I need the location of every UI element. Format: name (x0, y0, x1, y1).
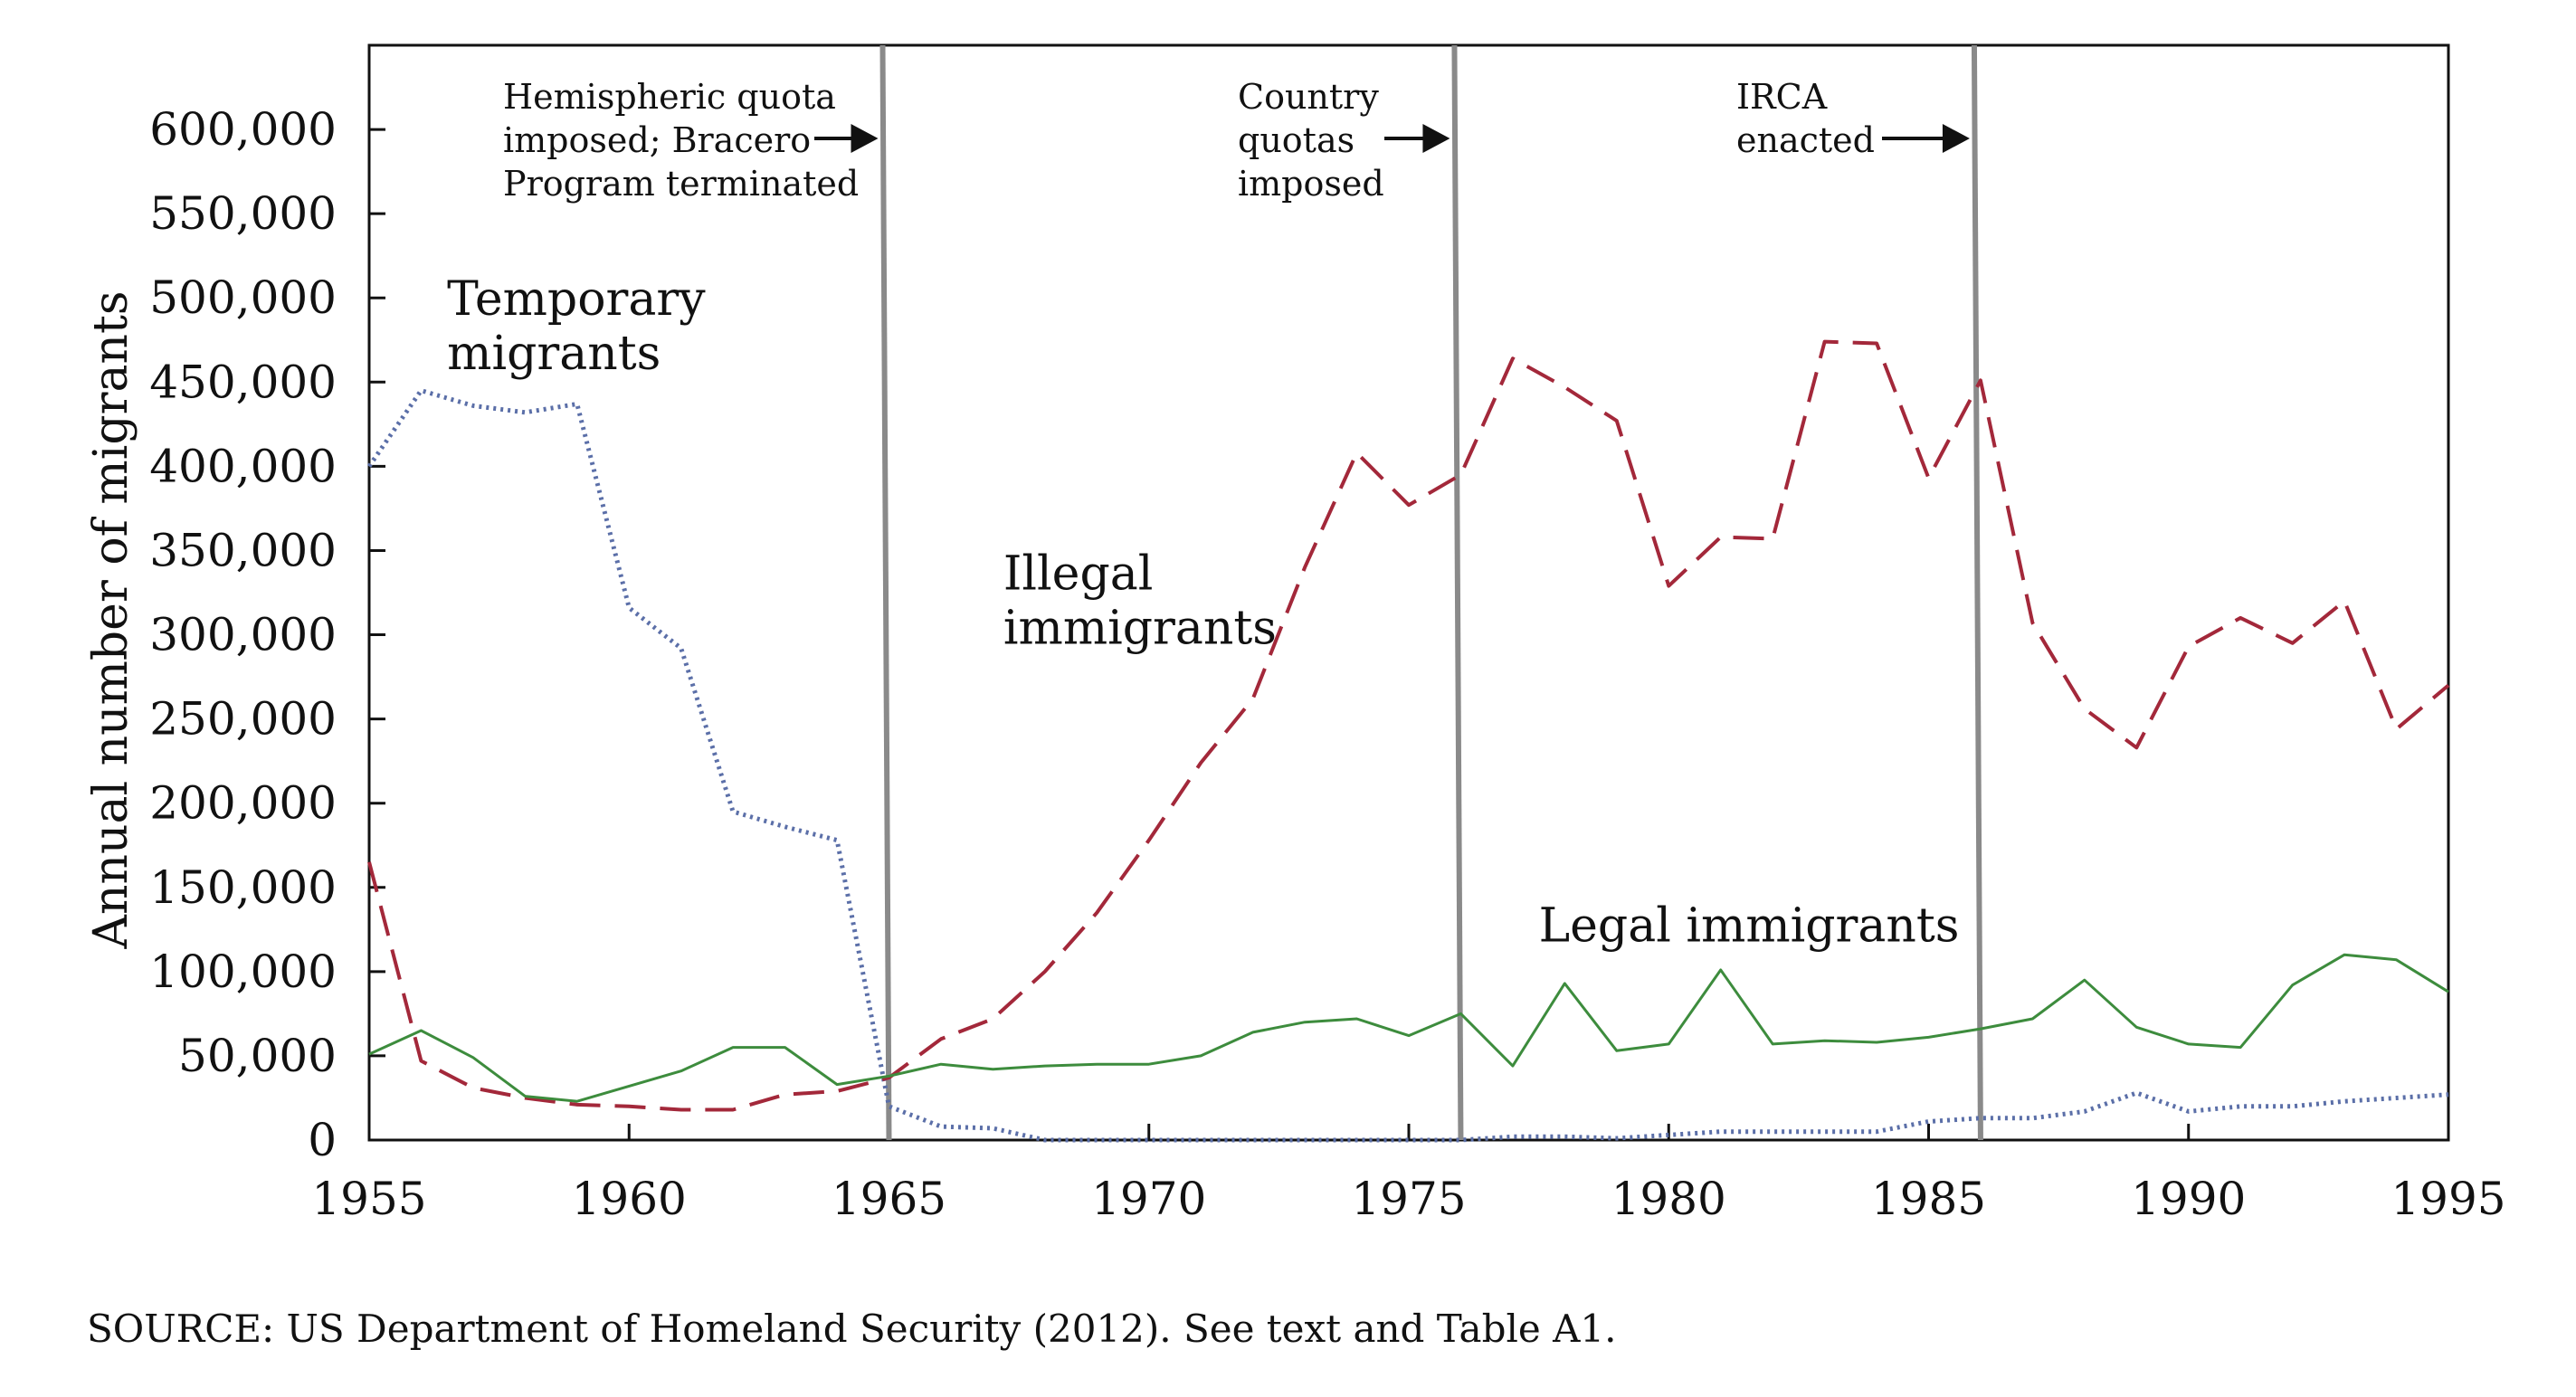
event-irca-arrowhead (1942, 124, 1970, 153)
event-hemispheric-quota-arrowhead (851, 124, 879, 153)
event-irca-label: IRCA (1736, 77, 1828, 117)
plot-frame (367, 43, 2450, 1142)
axes: 1955 1960 1965 1970 1975 1980 1985 1990 1995 0 50,… (84, 43, 2506, 1225)
series-label: immigrants (1003, 601, 1277, 655)
y-tick-label: 550,000 (149, 187, 337, 240)
series-lines (366, 339, 2450, 1143)
y-tick-label: 250,000 (149, 693, 337, 746)
event-country-quotas-arrowhead (1422, 124, 1450, 153)
x-tick-label: 1970 (1091, 1173, 1206, 1225)
y-tick-label: 400,000 (149, 440, 337, 492)
x-tick-label: 1975 (1351, 1173, 1466, 1225)
series-label: Legal immigrants (1539, 898, 1960, 953)
event-country-quotas-label: imposed (1238, 164, 1384, 204)
event-hemispheric-quota-label: imposed; Bracero (503, 120, 811, 160)
series-label: Temporary (447, 272, 706, 327)
y-axis-title: Annual number of migrants (84, 290, 138, 949)
x-tick-label: 1990 (2131, 1173, 2246, 1225)
event-country-quotas-line (1451, 44, 1464, 1141)
x-tick-label: 1995 (2391, 1173, 2505, 1225)
event-hemispheric-quota-label: Hemispheric quota (503, 77, 836, 117)
y-tick-label: 0 (308, 1114, 337, 1166)
event-irca-line (1971, 44, 1983, 1141)
y-tick-label: 150,000 (149, 861, 337, 914)
y-tick-label: 300,000 (149, 609, 337, 661)
series-label: Illegal (1003, 546, 1154, 601)
event-irca-label: enacted (1736, 120, 1875, 160)
y-tick-label: 600,000 (149, 103, 337, 156)
source-note: SOURCE: US Department of Homeland Securi… (87, 1307, 1617, 1351)
y-tick-label: 50,000 (178, 1030, 337, 1082)
event-country-quotas-label: Country (1238, 77, 1379, 117)
event-lines (879, 44, 1983, 1141)
event-country-quotas-label: quotas (1238, 120, 1355, 160)
y-tick-label: 200,000 (149, 777, 337, 830)
x-tick-label: 1955 (311, 1173, 426, 1225)
y-tick-label: 350,000 (149, 524, 337, 576)
event-hemispheric-quota-label: Program terminated (503, 164, 859, 204)
x-tick-label: 1965 (832, 1173, 946, 1225)
event-hemispheric-quota-line (879, 44, 892, 1141)
series-line-legal-immigrants (368, 953, 2449, 1103)
series-label: migrants (447, 327, 661, 381)
y-tick-label: 450,000 (149, 356, 337, 408)
y-tick-label: 100,000 (149, 946, 337, 998)
x-tick-label: 1960 (572, 1173, 687, 1225)
y-tick-label: 500,000 (149, 271, 337, 324)
x-tick-label: 1985 (1871, 1173, 1986, 1225)
x-tick-label: 1980 (1611, 1173, 1726, 1225)
series-line-illegal-immigrants (367, 339, 2450, 1112)
